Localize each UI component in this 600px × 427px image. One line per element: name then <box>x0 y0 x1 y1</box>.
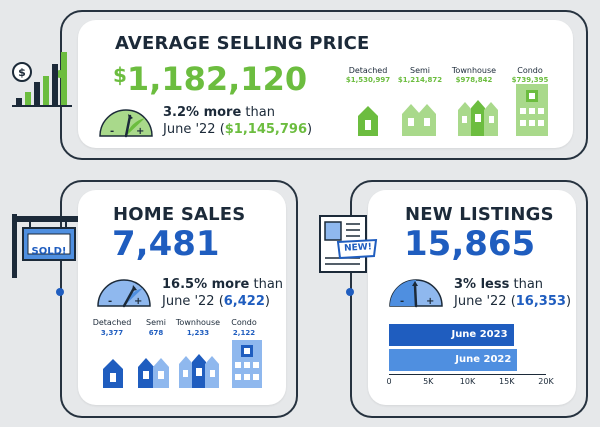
price-frame-dot <box>56 70 64 78</box>
listings-change: 3% less than <box>454 276 543 293</box>
sales-type-value-detached: 3,377 <box>100 329 124 337</box>
price-value: $1,182,120 <box>113 60 307 98</box>
listings-change-pct: 3% less <box>454 277 510 292</box>
chart-tick-label: 15K <box>499 377 515 386</box>
svg-text:-: - <box>110 126 114 137</box>
listings-compare: June '22 (16,353) <box>454 293 571 310</box>
sales-semi-house-icon <box>138 358 169 388</box>
chart-tick-label: 20K <box>538 377 554 386</box>
listings-title: NEW LISTINGS <box>405 204 554 225</box>
price-type-value-detached: $1,530,997 <box>345 76 391 84</box>
sales-title: HOME SALES <box>113 204 246 225</box>
chart-tick-label: 5K <box>423 377 434 386</box>
sales-compare: June '22 (6,422) <box>162 293 270 310</box>
sold-sign-icon <box>12 214 78 278</box>
sales-gauge-icon: - + <box>97 279 151 308</box>
newspaper-listing-icon <box>319 215 378 273</box>
sales-compare-prefix: June '22 ( <box>162 294 224 309</box>
sales-frame-dot <box>56 288 64 296</box>
sales-townhouse-icon <box>179 354 219 388</box>
price-compare: June '22 ($1,145,796) <box>163 121 312 138</box>
price-type-label-semi: Semi <box>409 66 430 75</box>
price-type-value-condo: $739,395 <box>511 76 549 84</box>
sales-compare-value: 6,422 <box>223 294 265 309</box>
price-type-value-townhouse: $978,842 <box>455 76 493 84</box>
price-currency: $ <box>113 63 127 87</box>
condo-building-icon <box>516 84 548 136</box>
listings-value: 15,865 <box>404 224 536 264</box>
price-change-pct: 3.2% more <box>163 105 242 120</box>
sales-change-pct: 16.5% more <box>162 277 250 292</box>
listings-compare-prefix: June '22 ( <box>454 294 516 309</box>
semi-house-icon <box>402 104 436 136</box>
price-number: 1,182,120 <box>126 60 308 98</box>
listings-compare-value: 16,353 <box>515 294 566 309</box>
sales-frame <box>60 180 298 418</box>
sales-type-value-townhouse: 1,233 <box>186 329 210 337</box>
sales-type-value-condo: 2,122 <box>232 329 256 337</box>
sales-type-value-semi: 678 <box>148 329 164 337</box>
price-change: 3.2% more than <box>163 104 275 121</box>
listings-frame <box>350 180 588 418</box>
price-type-label-townhouse: Townhouse <box>451 66 497 75</box>
detached-house-icon <box>358 106 378 136</box>
chart-axis-line <box>389 374 546 375</box>
gauge-plus-label: + <box>426 296 434 307</box>
price-gauge-icon: - + <box>99 109 153 138</box>
listings-change-tail: than <box>509 277 544 292</box>
sales-value: 7,481 <box>112 224 220 264</box>
price-compare-value: $1,145,796 <box>224 122 308 137</box>
chart-bar-june-2023: June 2023 <box>389 324 514 346</box>
sales-condo-building-icon <box>232 340 262 388</box>
listings-frame-dot <box>346 288 354 296</box>
gauge-minus-label: - <box>400 296 404 307</box>
listings-gauge-icon: - + <box>389 279 443 308</box>
sales-detached-house-icon <box>103 359 123 388</box>
price-type-label-detached: Detached <box>348 66 388 75</box>
sold-sign-text: SOLD! <box>31 246 67 257</box>
svg-text:-: - <box>108 296 112 307</box>
price-compare-suffix: ) <box>307 122 313 137</box>
price-change-tail: than <box>241 105 275 120</box>
sales-change: 16.5% more than <box>162 276 283 293</box>
sales-type-label-townhouse: Townhouse <box>175 318 221 327</box>
listings-bar-chart: June 2023 June 2022 0 5K 10K 15K 20K <box>386 322 554 386</box>
price-title: AVERAGE SELLING PRICE <box>115 33 370 54</box>
chart-bar-june-2022: June 2022 <box>389 349 518 371</box>
svg-text:$: $ <box>18 66 26 79</box>
price-compare-prefix: June '22 ( <box>163 122 225 137</box>
new-badge-text: NEW! <box>343 242 373 254</box>
svg-text:+: + <box>134 296 142 307</box>
chart-tick-label: 10K <box>459 377 476 386</box>
listings-compare-suffix: ) <box>565 294 572 309</box>
price-type-value-semi: $1,214,872 <box>397 76 443 84</box>
chart-tick-label: 0 <box>386 377 392 386</box>
sales-type-label-semi: Semi <box>145 318 166 327</box>
dollar-bar-chart-icon: $ <box>12 52 72 107</box>
sales-type-label-detached: Detached <box>92 318 132 327</box>
price-type-label-condo: Condo <box>517 66 543 75</box>
svg-text:+: + <box>136 126 144 137</box>
sales-type-label-condo: Condo <box>231 318 257 327</box>
sales-compare-suffix: ) <box>264 294 270 309</box>
sales-change-tail: than <box>249 277 284 292</box>
townhouse-icon <box>458 100 498 136</box>
